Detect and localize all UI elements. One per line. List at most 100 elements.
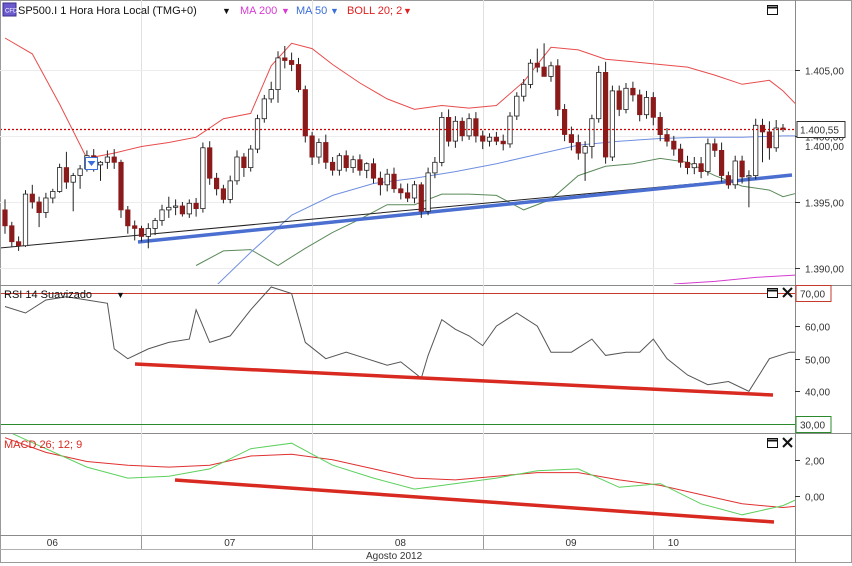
candle-3: [22, 190, 29, 247]
candle-body-up: [643, 97, 650, 116]
x-axis-day-label: 08: [395, 538, 407, 549]
x-axis-day-label: 09: [565, 538, 577, 549]
candle-57: [391, 167, 397, 193]
candle-body-up: [172, 205, 179, 208]
x-axis-month-label: Agosto 2012: [366, 551, 423, 562]
macd-title[interactable]: MACD 26; 12; 9: [4, 439, 82, 451]
price-axis-label-hidden: 1.400,00: [805, 142, 844, 153]
candle-body-down: [650, 97, 656, 118]
candle-body-up: [248, 148, 254, 169]
candle-body-down: [719, 149, 725, 176]
candle-body-up: [22, 193, 29, 247]
candle-9: [63, 151, 69, 189]
ma50-line: [217, 135, 795, 284]
candle-body-up: [466, 118, 472, 137]
candle-body-down: [664, 134, 670, 142]
candle-body-down: [2, 209, 8, 227]
candle-body-down: [132, 225, 138, 229]
candle-body-down: [295, 64, 302, 91]
candle-27: [186, 199, 192, 218]
candle-body-down: [111, 156, 117, 163]
candle-100: [684, 155, 691, 175]
candle-69: [473, 112, 479, 143]
maximize-icon[interactable]: [767, 438, 778, 448]
candle-body-down: [780, 127, 786, 130]
candle-21: [145, 223, 151, 249]
candle-body-up: [596, 72, 602, 120]
macd-axis-label: 2,00: [805, 457, 825, 468]
candle-46: [316, 138, 322, 164]
ma200-dropdown-icon[interactable]: ▼: [281, 6, 290, 16]
candle-body-down: [282, 57, 288, 61]
candle-body-down: [739, 160, 745, 178]
close-icon[interactable]: [782, 287, 793, 298]
candle-99: [678, 143, 684, 168]
rsi-level-box-0: [795, 285, 832, 302]
candle-47: [323, 134, 329, 169]
candle-105: [719, 142, 725, 183]
maximize-icon[interactable]: [767, 288, 778, 298]
candle-84: [575, 134, 581, 160]
candle-11: [77, 165, 83, 189]
rsi-title[interactable]: RSI 14 Suavizado: [4, 289, 92, 301]
candle-body-up: [364, 163, 370, 171]
macd-axis-label: 0,00: [805, 493, 825, 504]
candle-body-up: [166, 206, 172, 211]
close-icon[interactable]: [782, 437, 793, 448]
candle-19: [132, 220, 138, 241]
candle-4: [29, 184, 35, 209]
annotation-marker[interactable]: [85, 157, 98, 170]
candle-24: [166, 196, 172, 218]
rsi-axis-label: 40,00: [805, 388, 830, 399]
candle-106: [725, 171, 732, 189]
maximize-icon[interactable]: [767, 5, 778, 15]
boll-dropdown-icon[interactable]: ▼: [403, 6, 412, 16]
candle-51: [350, 155, 356, 173]
rsi-header: RSI 14 Suavizado ▼: [4, 287, 793, 301]
macd-panel: [4, 434, 795, 524]
candle-body-up: [57, 167, 63, 192]
candle-72: [493, 131, 500, 146]
candle-2: [15, 236, 22, 251]
candle-body-down: [329, 161, 336, 171]
candle-body-up: [514, 95, 520, 117]
indicator-ma50[interactable]: MA 50: [296, 5, 327, 17]
candle-107: [732, 155, 738, 189]
candle-body-down: [657, 117, 663, 136]
candle-103: [705, 138, 711, 176]
candle-59: [404, 183, 411, 202]
candle-71: [486, 133, 493, 147]
candle-15: [104, 150, 110, 169]
candle-85: [582, 141, 588, 181]
candle-body-down: [404, 192, 411, 199]
candle-42: [288, 52, 295, 72]
candle-80: [548, 61, 554, 82]
ma50-dropdown-icon[interactable]: ▼: [330, 6, 339, 16]
rsi-trendline: [134, 362, 774, 397]
bollinger-upper-line: [4, 37, 795, 159]
candle-body-up: [43, 197, 49, 213]
candle-body-up: [70, 175, 76, 183]
candle-61: [418, 182, 424, 218]
candle-111: [759, 118, 766, 163]
axis-layer: 06 07 08 09 10 1.405,00 1.400,00 1.395,00 1.390,…: [47, 67, 846, 549]
chart-title[interactable]: SP500.I 1 Hora Hora Local (TMG+0): [18, 5, 197, 17]
candle-body-up: [746, 175, 752, 178]
candle-body-down: [698, 163, 704, 172]
indicator-ma200[interactable]: MA 200: [240, 5, 277, 17]
indicator-boll[interactable]: BOLL 20; 2: [347, 5, 402, 17]
candle-body-down: [766, 131, 773, 149]
candle-body-down: [712, 143, 718, 151]
macd-signal-line: [4, 437, 795, 509]
ma200-line: [673, 274, 795, 284]
title-dropdown-icon[interactable]: ▼: [222, 6, 231, 16]
last-price-box: [796, 121, 846, 138]
candle-83: [568, 126, 575, 151]
candle-108: [739, 155, 745, 184]
candle-body-down: [323, 142, 329, 163]
macd-trendline: [174, 478, 775, 524]
candle-body-down: [288, 60, 295, 65]
price-axis-label: 1.390,00: [805, 265, 844, 276]
rsi-dropdown-icon[interactable]: ▼: [116, 290, 125, 300]
candle-body-down: [370, 163, 377, 179]
